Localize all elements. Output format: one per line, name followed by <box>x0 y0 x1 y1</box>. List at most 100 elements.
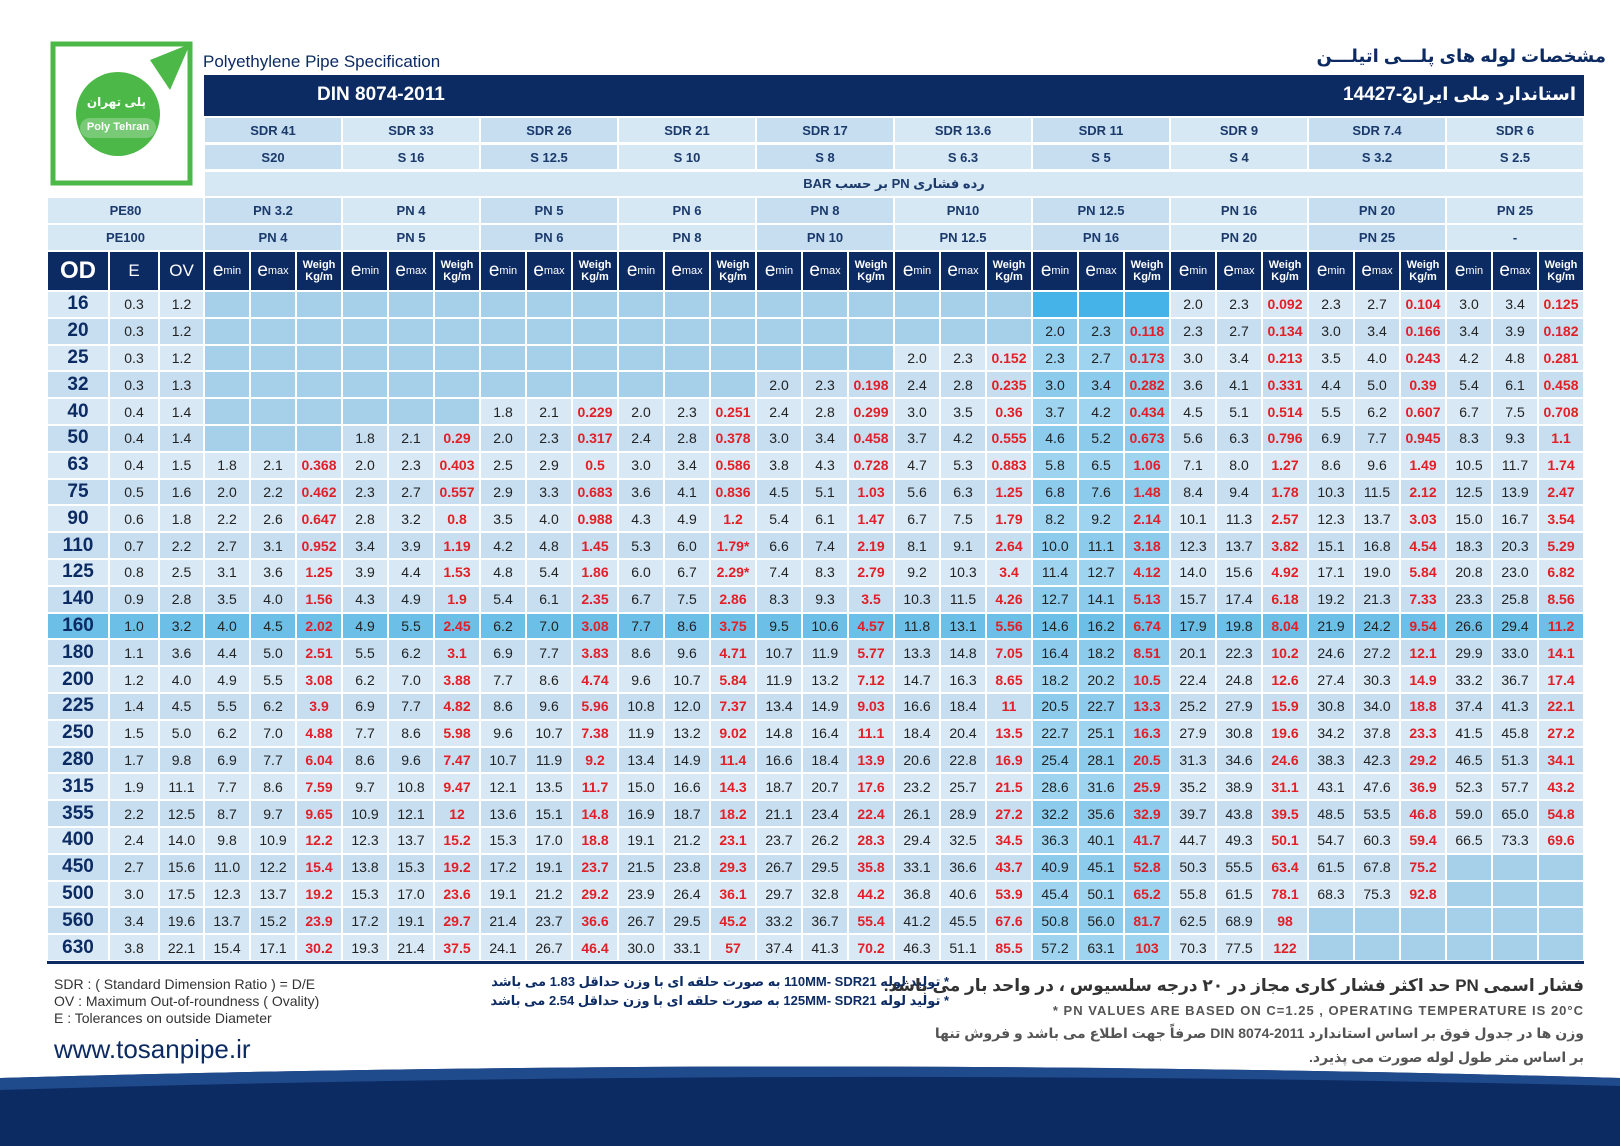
e-cell: 0.4 <box>110 399 158 424</box>
e-value-cell: 13.4 <box>619 747 663 773</box>
od-cell: 110 <box>48 533 108 558</box>
weight-cell: 10.2 <box>1263 640 1307 666</box>
weight-cell: 3.75 <box>711 613 755 639</box>
col-emax: e max <box>389 252 433 290</box>
subscript: max <box>681 265 703 277</box>
e-value-cell: 2.3 <box>1309 292 1353 317</box>
e-value-cell: 68.9 <box>1217 908 1261 934</box>
weight-cell: 69.6 <box>1539 828 1583 853</box>
col-emax: e max <box>665 252 709 290</box>
od-cell: 20 <box>48 318 108 344</box>
pe80-cell: PN 12.5 <box>1033 198 1169 223</box>
e-value-cell: 28.9 <box>941 801 985 826</box>
empty-cell <box>619 345 663 371</box>
e-value-cell: 55.8 <box>1171 881 1215 907</box>
pe100-cell: PN 10 <box>757 225 893 250</box>
e-value-cell: 12.2 <box>251 854 295 880</box>
e-value-cell: 10.3 <box>1309 479 1353 505</box>
weight-cell: 31.1 <box>1263 774 1307 800</box>
pe80-cell: PN10 <box>895 198 1031 223</box>
title-bar <box>204 75 1584 116</box>
empty-cell <box>389 372 433 398</box>
e-value-cell: 5.6 <box>1171 426 1215 451</box>
e-value-cell: 48.5 <box>1309 801 1353 826</box>
col-emax: e max <box>1079 252 1123 290</box>
e-value-cell: 10.0 <box>1033 533 1077 558</box>
e-value-cell: 6.7 <box>1447 399 1491 424</box>
e-value-cell: 30.3 <box>1355 667 1399 692</box>
e-value-cell: 25.1 <box>1079 720 1123 746</box>
e-value-cell: 12.3 <box>1309 506 1353 532</box>
e-value-cell: 27.9 <box>1217 694 1261 719</box>
weight-cell: 0.988 <box>573 506 617 532</box>
weight-cell: 18.8 <box>1401 694 1445 719</box>
s-cell: S 12.5 <box>481 145 617 169</box>
e-letter: e <box>257 260 268 281</box>
e-value-cell: 15.1 <box>527 801 571 826</box>
e-value-cell: 7.1 <box>1171 452 1215 478</box>
e-value-cell: 6.1 <box>803 506 847 532</box>
weight-cell: 5.13 <box>1125 586 1169 612</box>
ov-cell: 1.5 <box>160 452 203 478</box>
weight-cell: 10.5 <box>1125 667 1169 692</box>
empty-cell <box>619 292 663 317</box>
e-letter: e <box>1454 260 1466 281</box>
pe100-cell: PN 20 <box>1171 225 1307 250</box>
e-value-cell: 3.6 <box>619 479 663 505</box>
weight-unit: Kg/m <box>719 271 747 283</box>
weight-cell: 12.6 <box>1263 667 1307 692</box>
e-value-cell: 9.7 <box>251 801 295 826</box>
subscript: max <box>543 265 565 277</box>
empty-cell <box>1493 935 1537 960</box>
col-emin: e min <box>481 252 525 290</box>
empty-cell <box>803 345 847 371</box>
s-cell: S20 <box>205 145 341 169</box>
empty-cell <box>1493 854 1537 880</box>
empty-cell <box>251 399 295 424</box>
weight-cell: 14.1 <box>1539 640 1583 666</box>
e-value-cell: 3.0 <box>757 426 801 451</box>
e-value-cell: 29.5 <box>665 908 709 934</box>
e-value-cell: 73.3 <box>1493 828 1537 853</box>
pe80-cell: PN 25 <box>1447 198 1583 223</box>
od-cell: 180 <box>48 640 108 666</box>
e-value-cell: 17.0 <box>527 828 571 853</box>
e-value-cell: 6.7 <box>895 506 939 532</box>
e-value-cell: 23.9 <box>619 881 663 907</box>
od-cell: 90 <box>48 506 108 532</box>
weight-cell: 0.945 <box>1401 426 1445 451</box>
empty-cell <box>1539 881 1583 907</box>
e-value-cell: 12.7 <box>1033 586 1077 612</box>
e-value-cell: 19.3 <box>343 935 387 960</box>
weight-cell: 0.29 <box>435 426 479 451</box>
e-value-cell: 4.9 <box>389 586 433 612</box>
e-value-cell: 5.1 <box>1217 399 1261 424</box>
e-value-cell: 41.3 <box>1493 694 1537 719</box>
e-value-cell: 6.2 <box>251 694 295 719</box>
weight-cell: 11.4 <box>711 747 755 773</box>
e-value-cell: 18.2 <box>1079 640 1123 666</box>
e-value-cell: 2.0 <box>895 345 939 371</box>
ov-cell: 15.6 <box>160 854 203 880</box>
weight-cell: 15.9 <box>1263 694 1307 719</box>
e-value-cell: 30.8 <box>1217 720 1261 746</box>
e-value-cell: 2.9 <box>481 479 525 505</box>
e-value-cell: 67.8 <box>1355 854 1399 880</box>
weight-cell: 0.39 <box>1401 372 1445 398</box>
e-cell: 0.5 <box>110 479 158 505</box>
pe100-cell: - <box>1447 225 1583 250</box>
e-value-cell: 4.4 <box>205 640 249 666</box>
subscript: min <box>1465 265 1484 277</box>
empty-cell <box>297 292 341 317</box>
e-value-cell: 6.2 <box>205 720 249 746</box>
e-value-cell: 3.1 <box>205 560 249 585</box>
od-cell: 140 <box>48 586 108 612</box>
weight-label: Weigh <box>578 259 612 271</box>
weight-cell: 1.79 <box>987 506 1031 532</box>
e-cell: 0.7 <box>110 533 158 558</box>
empty-cell <box>435 399 479 424</box>
weight-unit: Kg/m <box>995 271 1023 283</box>
empty-cell <box>1401 935 1445 960</box>
weight-cell: 4.26 <box>987 586 1031 612</box>
